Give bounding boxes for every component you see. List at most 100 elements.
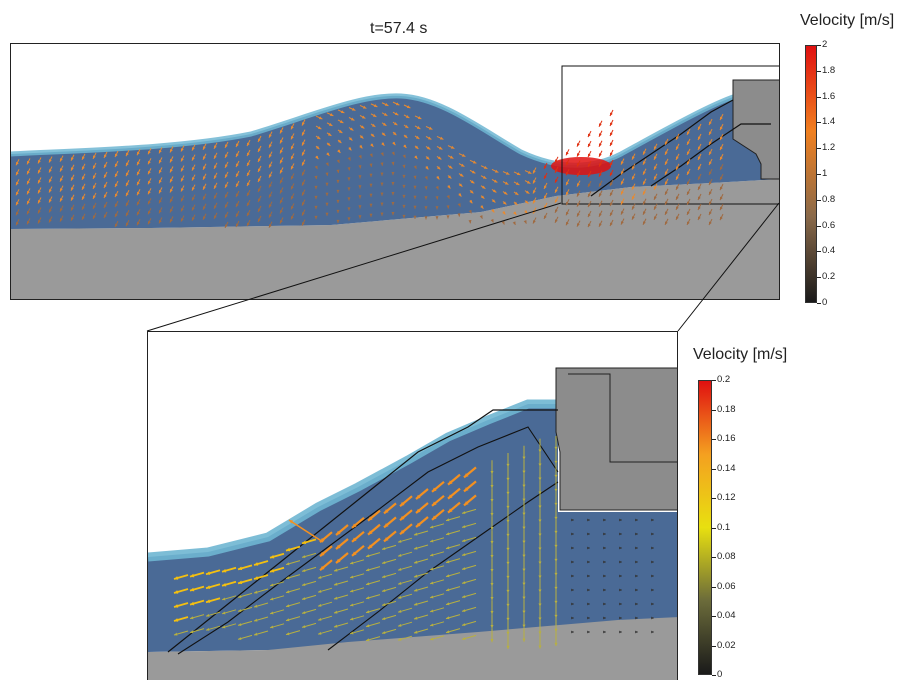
top-vector-head — [327, 132, 332, 136]
bottom-vector-head — [587, 616, 590, 620]
top-vector-head — [577, 153, 580, 157]
bottom-vector-head — [554, 558, 558, 562]
top-vector-head — [676, 156, 679, 160]
top-vector-head — [258, 188, 261, 193]
top-vector-head — [316, 136, 321, 140]
colorbar-bottom-title: Velocity [m/s] — [693, 346, 788, 363]
top-vector-head — [599, 143, 602, 147]
top-vector-head — [380, 192, 384, 196]
top-vector-head — [93, 175, 96, 179]
top-vector-head — [720, 166, 723, 171]
top-vector-head — [527, 170, 532, 174]
bottom-vector-head — [318, 603, 322, 607]
bottom-vector-head — [416, 494, 421, 499]
bottom-vector-head — [506, 631, 510, 635]
top-vector-head — [225, 194, 228, 198]
bottom-vector-head — [554, 572, 558, 576]
top-armor-line-2 — [650, 123, 771, 187]
top-vector-head — [302, 162, 305, 166]
bottom-vector-head — [490, 513, 494, 517]
top-vector-head — [336, 199, 340, 203]
top-vector-head — [170, 179, 173, 183]
top-vector-head — [676, 196, 679, 200]
top-vector-head — [115, 223, 118, 228]
top-vector-head — [181, 158, 184, 162]
bottom-water-surface — [148, 399, 558, 562]
top-vector-head — [27, 180, 30, 185]
top-vector-head — [371, 133, 375, 137]
top-vector-head — [71, 217, 74, 221]
top-vector-head — [82, 166, 85, 170]
colorbar-tickmark — [712, 645, 716, 647]
top-vector-head — [383, 112, 388, 116]
bottom-vector-head — [554, 502, 558, 506]
bottom-vector-head — [350, 575, 354, 579]
bottom-vector-head — [651, 574, 654, 578]
top-vector-head — [544, 175, 547, 179]
bottom-vector-head — [554, 488, 558, 492]
top-vector-head — [137, 191, 140, 196]
top-vector-head — [350, 117, 355, 121]
top-vector-head — [610, 182, 613, 186]
top-vector-head — [380, 182, 384, 186]
top-vector-head — [391, 161, 395, 166]
top-vector-head — [566, 181, 569, 186]
top-vector-head — [676, 166, 679, 170]
bottom-vector-head — [382, 631, 386, 634]
bottom-vector-head — [587, 588, 590, 592]
top-vector-head — [302, 132, 305, 136]
bottom-vector-head — [416, 508, 421, 513]
top-vector-head — [448, 165, 453, 169]
top-vector-head — [104, 184, 107, 188]
top-vector-head — [380, 172, 384, 176]
top-vector-head — [314, 185, 318, 190]
top-vector-head — [181, 188, 184, 192]
bottom-vector-head — [174, 632, 178, 636]
top-vector-head — [471, 170, 476, 174]
bottom-vector-head — [651, 518, 654, 522]
top-vector-head — [413, 165, 417, 169]
bottom-vector-head — [506, 463, 510, 467]
top-vector-head — [492, 199, 496, 203]
bottom-vector-head — [414, 560, 418, 564]
bottom-vector-head — [416, 522, 421, 527]
bottom-vector-head — [538, 449, 542, 453]
top-vector-head — [415, 145, 419, 149]
top-vector-head — [82, 196, 85, 200]
bottom-vector-head — [603, 574, 606, 578]
top-vector-head — [544, 195, 547, 199]
bottom-vector-head — [587, 532, 590, 536]
bottom-vector-head — [222, 611, 226, 615]
top-vector-head — [428, 126, 433, 130]
top-vector-head — [336, 169, 340, 173]
top-vector-head — [413, 195, 417, 199]
top-vector-head — [351, 107, 356, 111]
top-vector-head — [698, 166, 701, 170]
bottom-vector-head — [432, 515, 437, 520]
top-vector-head — [269, 144, 272, 148]
top-vector-head — [115, 193, 118, 198]
top-vector-head — [698, 176, 701, 180]
colorbar-tickmark — [712, 439, 716, 440]
top-vector-head — [632, 206, 635, 210]
top-vector-head — [71, 187, 74, 191]
top-vector-head — [247, 142, 250, 147]
bottom-vector-head — [522, 540, 526, 544]
top-vector-head — [632, 186, 635, 190]
bottom-vector-head — [462, 595, 466, 598]
top-vector-head — [302, 122, 305, 126]
bottom-vector-head — [382, 561, 386, 564]
top-vector-head — [469, 199, 473, 204]
top-vector-head — [588, 153, 591, 158]
top-vector-head — [16, 171, 19, 176]
bottom-vector-head — [254, 590, 258, 594]
top-vector-head — [709, 181, 712, 186]
bottom-vector-head — [522, 526, 526, 530]
bottom-vector-head — [522, 512, 526, 516]
top-vector-head — [115, 203, 118, 208]
colorbar-tick-label: 1.8 — [822, 64, 836, 76]
bottom-vector-head — [587, 546, 590, 550]
top-vector-head — [392, 141, 396, 146]
bottom-vector-head — [222, 625, 226, 629]
bottom-vector-head — [587, 574, 590, 578]
